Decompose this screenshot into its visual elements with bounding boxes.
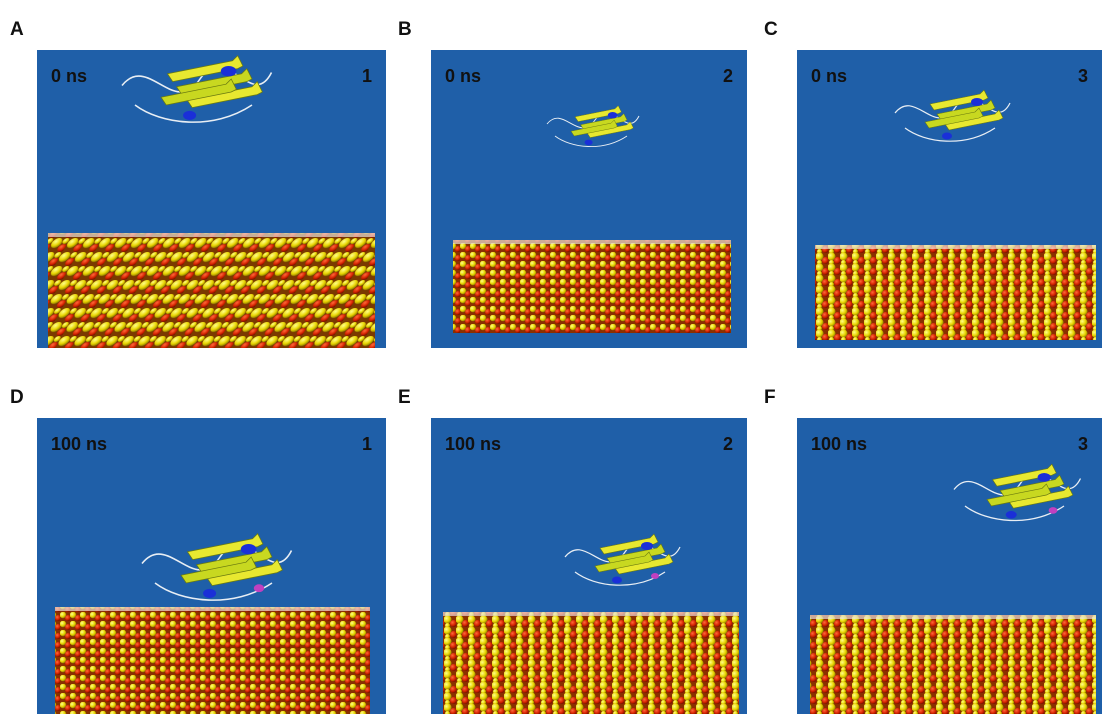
slab-top-atoms	[48, 233, 375, 237]
panel-letter: C	[764, 19, 778, 40]
protein-helix	[203, 589, 216, 598]
protein-helix	[971, 98, 983, 106]
run-number: 1	[362, 66, 372, 86]
protein-helix	[241, 544, 257, 554]
slab-top-atoms	[810, 615, 1096, 619]
surface-slab	[810, 615, 1096, 714]
panel-letter: A	[10, 19, 24, 40]
protein-helix	[612, 577, 622, 584]
protein-helix	[942, 133, 952, 140]
panel-letter: F	[764, 387, 776, 408]
run-number: 1	[362, 434, 372, 454]
protein-turn	[1049, 507, 1058, 514]
protein-helix	[641, 542, 653, 550]
protein-helix	[221, 66, 237, 76]
surface-slab	[815, 245, 1096, 340]
surface-slab	[55, 607, 370, 714]
panel-letter: D	[10, 387, 24, 408]
run-number: 3	[1078, 66, 1088, 86]
figure: A 0 ns 1 B 0 ns 2 C 0 ns 3 D 100 ns 1 E 100 ns 2 F 100 n…	[0, 0, 1102, 714]
slab-top-atoms	[453, 240, 731, 244]
run-number: 2	[723, 434, 733, 454]
time-label: 0 ns	[811, 66, 847, 86]
time-label: 100 ns	[445, 434, 501, 454]
protein-turn	[254, 584, 264, 592]
panel-letter: E	[398, 387, 411, 408]
surface-slab	[453, 240, 731, 333]
protein-helix	[183, 111, 196, 120]
surface-slab	[443, 612, 739, 714]
slab-top-atoms	[815, 245, 1096, 249]
protein-helix	[608, 112, 618, 118]
protein-helix	[1038, 473, 1051, 482]
run-number: 2	[723, 66, 733, 86]
time-label: 0 ns	[51, 66, 87, 86]
protein-helix	[585, 140, 593, 146]
run-number: 3	[1078, 434, 1088, 454]
time-label: 0 ns	[445, 66, 481, 86]
time-label: 100 ns	[811, 434, 867, 454]
protein-helix	[1006, 511, 1017, 519]
time-label: 100 ns	[51, 434, 107, 454]
surface-slab	[48, 233, 375, 348]
slab-top-atoms	[443, 612, 739, 616]
slab-top-atoms	[55, 607, 370, 611]
protein-turn	[651, 573, 659, 579]
panel-letter: B	[398, 19, 412, 40]
